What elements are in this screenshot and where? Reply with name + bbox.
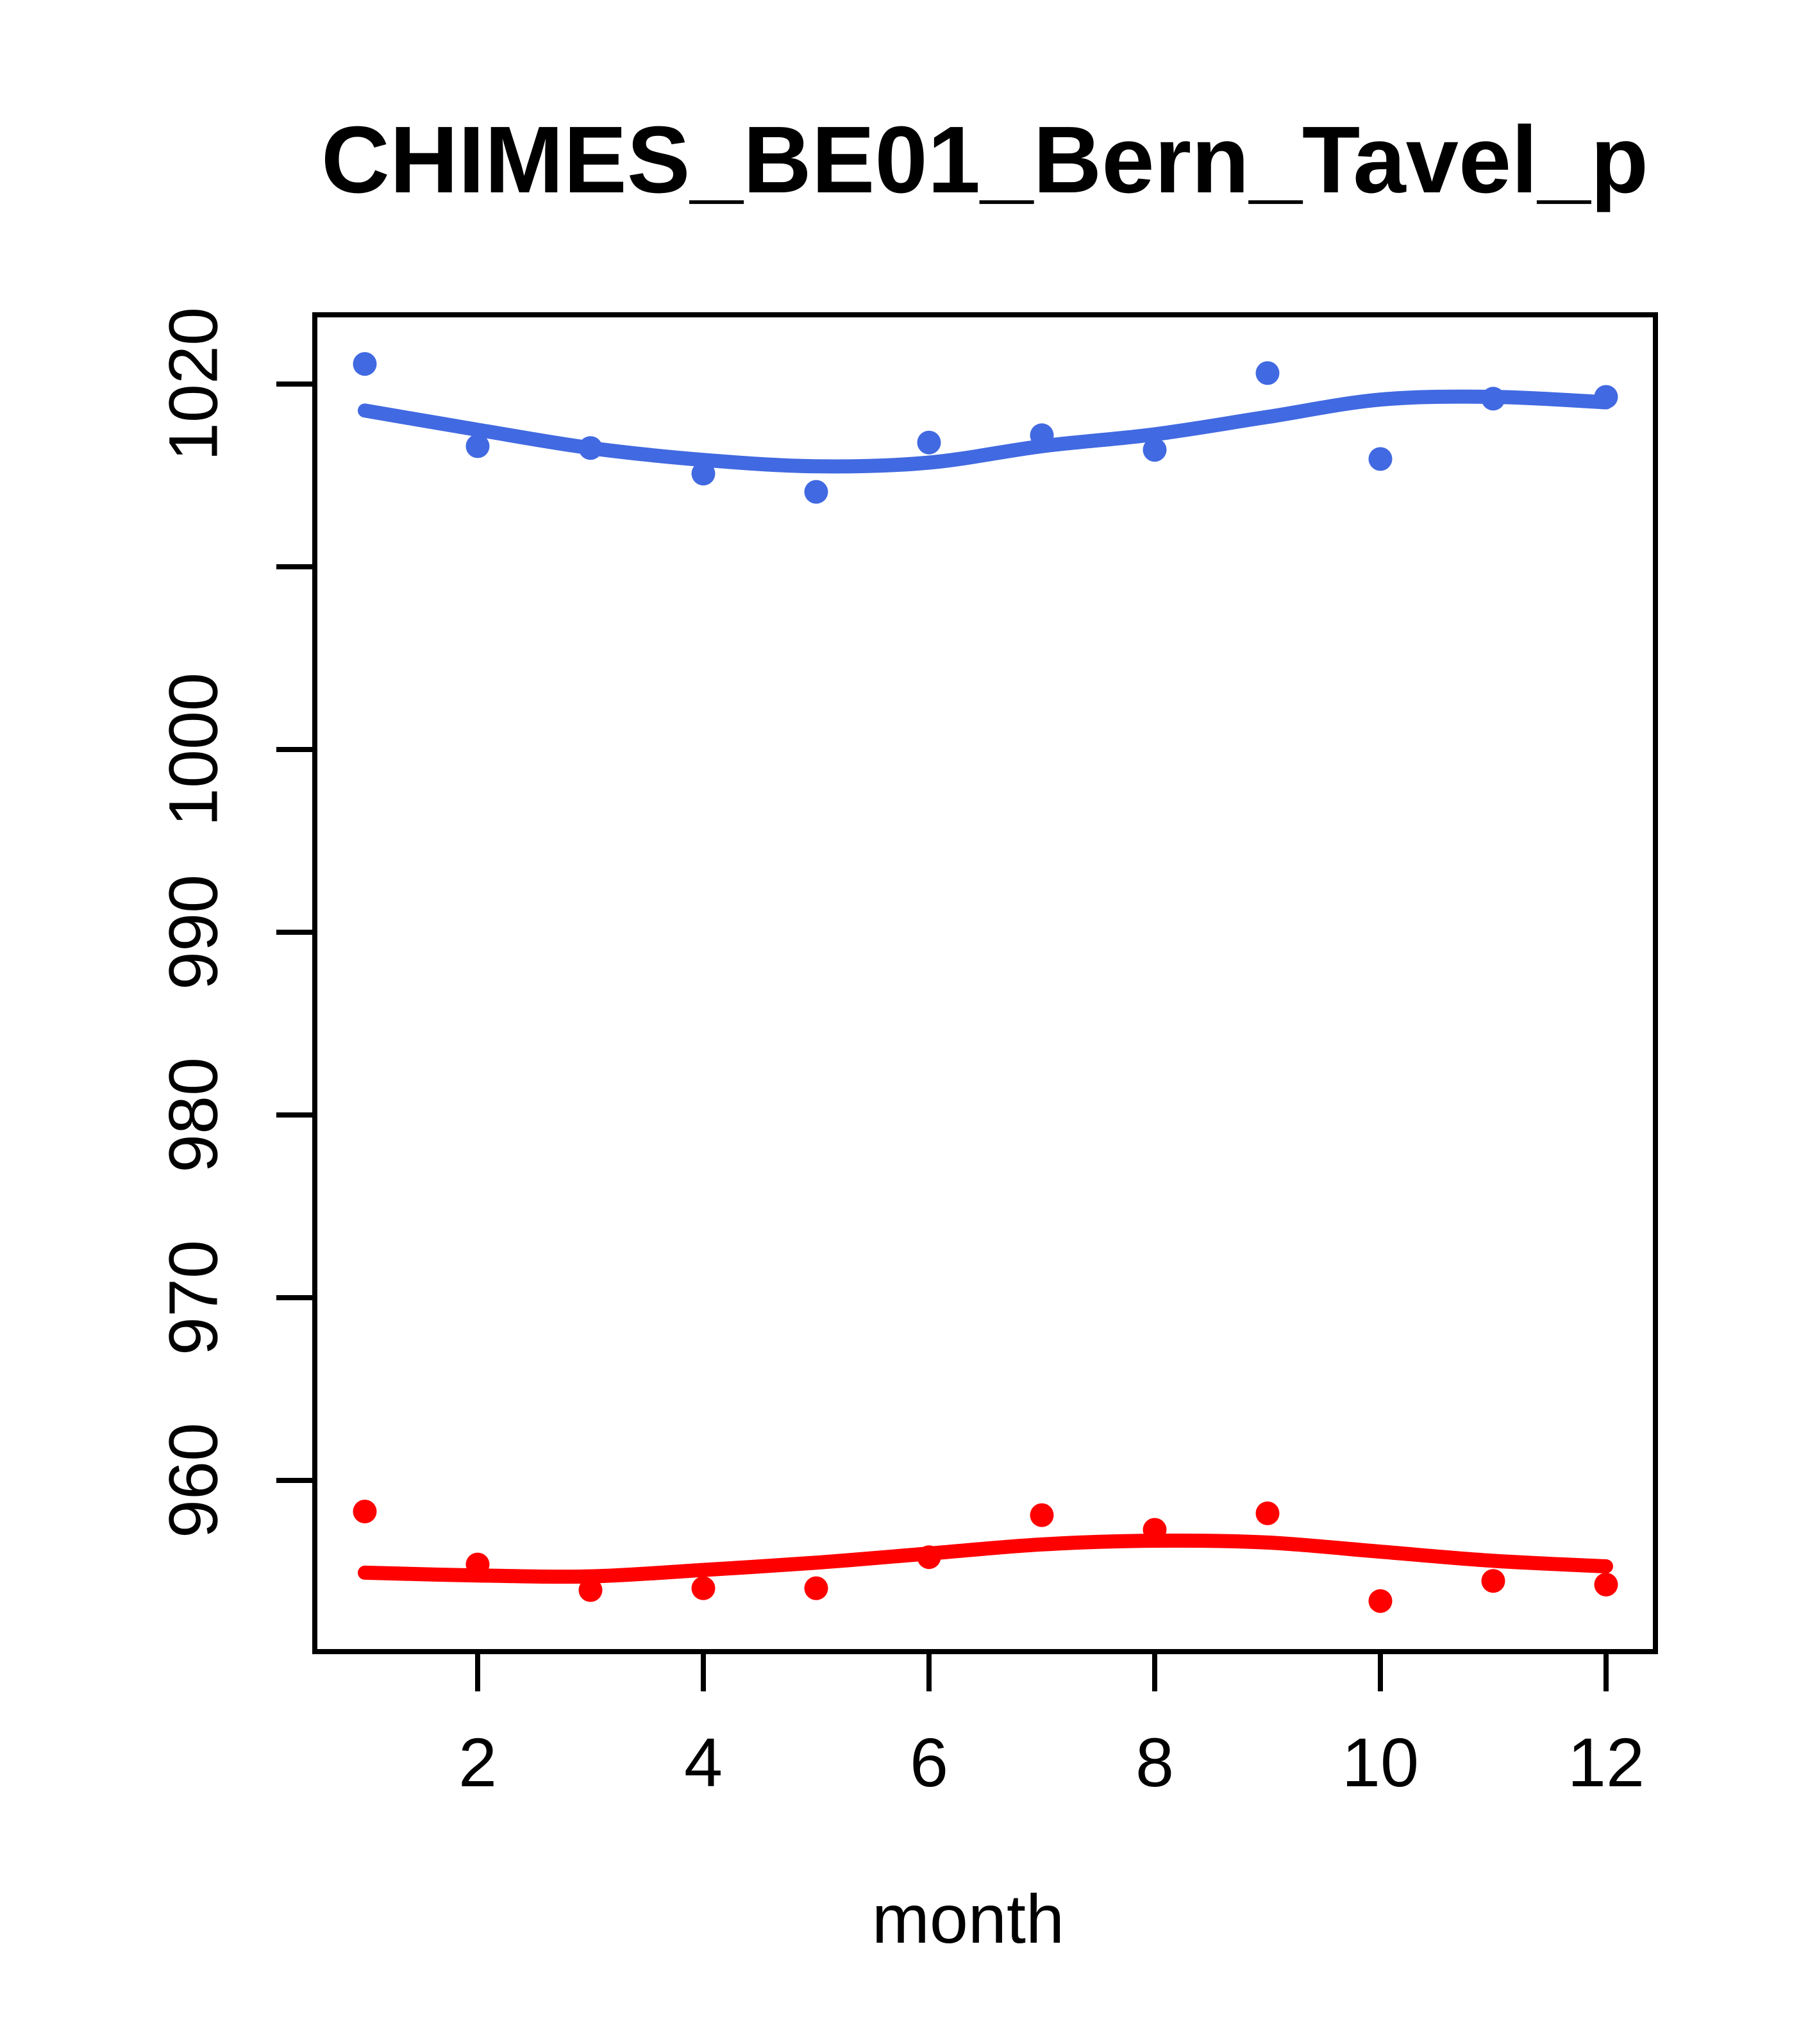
max-pressure-points-point xyxy=(1594,385,1618,409)
x-tick-label: 2 xyxy=(458,1723,497,1801)
min-pressure-points-point xyxy=(1030,1503,1054,1527)
x-tick-label: 8 xyxy=(1135,1723,1174,1801)
max-pressure-loess-curve xyxy=(358,389,1613,474)
max-pressure-points-point xyxy=(1255,361,1280,385)
min-pressure-points-point xyxy=(1143,1518,1167,1542)
plot-border xyxy=(312,312,1658,1654)
y-tick-label: 1020 xyxy=(155,307,232,461)
max-pressure-points-point xyxy=(1143,438,1167,462)
min-pressure-points-point xyxy=(1255,1501,1280,1525)
series-layer xyxy=(353,352,1618,1613)
max-pressure-points-point xyxy=(804,480,828,504)
min-pressure-points-point xyxy=(353,1499,377,1523)
x-tick-label: 6 xyxy=(910,1723,948,1801)
max-pressure-points-point xyxy=(353,352,377,376)
y-tick-label: 960 xyxy=(155,1423,232,1538)
min-pressure-points-point xyxy=(578,1578,603,1602)
min-pressure-points-point xyxy=(804,1576,828,1600)
max-pressure-points-point xyxy=(465,434,490,458)
min-pressure-points-point xyxy=(1594,1572,1618,1596)
min-pressure-points-point xyxy=(691,1576,716,1600)
min-pressure-points-point xyxy=(917,1545,941,1570)
y-tick-label: 1000 xyxy=(155,673,232,826)
axes-layer: 1020 1000 990 980 970 960 2 4 6 8 10 12 xyxy=(155,307,1658,1801)
y-tick-label: 970 xyxy=(155,1240,232,1355)
y-tick-label: 980 xyxy=(155,1057,232,1173)
x-axis-label: month xyxy=(872,1880,1064,1957)
max-pressure-points-point xyxy=(1368,447,1393,471)
x-tick-label: 12 xyxy=(1568,1723,1645,1801)
min-pressure-points-point xyxy=(1368,1589,1393,1613)
x-tick-label: 10 xyxy=(1342,1723,1419,1801)
max-pressure-points-point xyxy=(1030,423,1054,448)
chart-title: CHIMES_BE01_Bern_Tavel_p xyxy=(321,107,1648,213)
min-pressure-loess-curve xyxy=(358,1533,1613,1584)
min-pressure-points-point xyxy=(465,1552,490,1577)
x-tick-label: 4 xyxy=(684,1723,723,1801)
max-pressure-points-point xyxy=(691,462,716,486)
max-pressure-points-point xyxy=(578,436,603,460)
min-pressure-points-point xyxy=(1481,1569,1505,1593)
y-tick-label: 990 xyxy=(155,875,232,990)
max-pressure-points-point xyxy=(1481,387,1505,411)
max-pressure-points-point xyxy=(917,430,941,455)
